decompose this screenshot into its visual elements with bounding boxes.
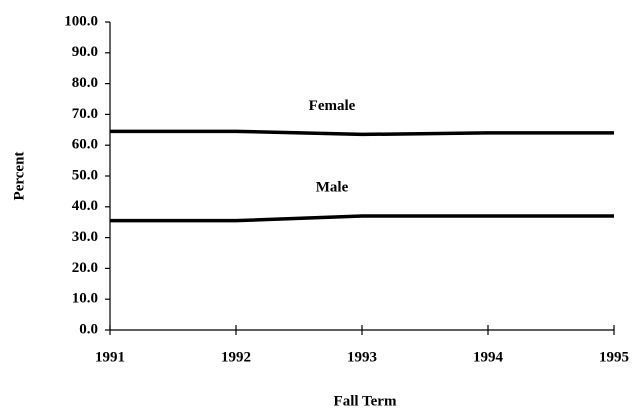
x-tick-label: 1995 — [599, 349, 629, 365]
y-tick-label: 10.0 — [72, 291, 98, 307]
x-tick-label: 1994 — [473, 349, 504, 365]
y-tick-label: 70.0 — [72, 106, 98, 122]
x-axis-label: Fall Term — [334, 393, 397, 409]
y-tick-label: 50.0 — [72, 167, 98, 183]
series-line — [110, 129, 614, 137]
y-tick-label: 0.0 — [79, 321, 98, 337]
y-axis-label: Percent — [11, 152, 27, 201]
series-label: Female — [309, 98, 356, 114]
y-tick-label: 100.0 — [64, 13, 98, 29]
y-tick-label: 30.0 — [72, 229, 98, 245]
y-tick-label: 20.0 — [72, 260, 98, 276]
y-tick-label: 80.0 — [72, 75, 98, 91]
series-label: Male — [316, 179, 349, 195]
y-tick-label: 90.0 — [72, 44, 98, 60]
y-tick-label: 40.0 — [72, 198, 98, 214]
x-tick-label: 1993 — [347, 349, 377, 365]
x-tick-label: 1991 — [95, 349, 125, 365]
series-line — [110, 214, 614, 223]
y-tick-label: 60.0 — [72, 137, 98, 153]
x-tick-label: 1992 — [221, 349, 251, 365]
